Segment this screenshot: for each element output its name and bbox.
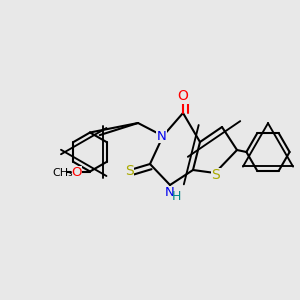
- Text: N: N: [157, 130, 166, 142]
- Text: S: S: [125, 164, 134, 178]
- Text: S: S: [211, 168, 220, 182]
- Text: H: H: [172, 190, 181, 203]
- Text: CH₃: CH₃: [52, 167, 74, 178]
- Text: O: O: [178, 89, 188, 103]
- Text: N: N: [165, 187, 175, 200]
- Text: O: O: [71, 167, 82, 179]
